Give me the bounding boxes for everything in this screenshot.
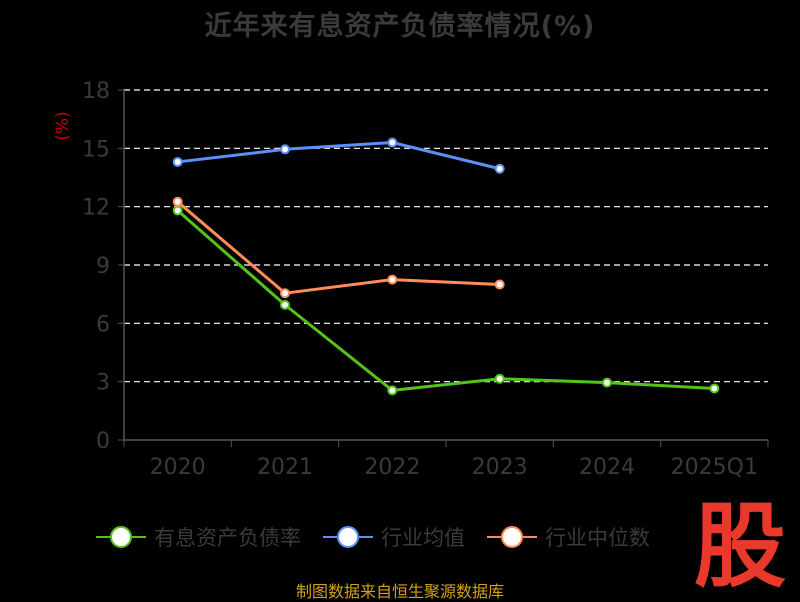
data-point[interactable] bbox=[172, 196, 183, 207]
series-line-2 bbox=[176, 200, 500, 295]
data-point[interactable] bbox=[387, 385, 398, 396]
y-tick-label: 6 bbox=[96, 312, 110, 337]
x-tick-label: 2021 bbox=[257, 455, 313, 480]
x-tick-label: 2022 bbox=[364, 455, 420, 480]
y-tick-label: 9 bbox=[96, 254, 110, 279]
y-axis-unit: (%) bbox=[53, 111, 73, 140]
y-tick-label: 0 bbox=[96, 429, 110, 454]
gridlines bbox=[124, 89, 768, 383]
legend-swatch bbox=[96, 525, 146, 549]
data-point[interactable] bbox=[494, 373, 505, 384]
y-tick-label: 18 bbox=[82, 79, 110, 104]
data-point[interactable] bbox=[172, 205, 183, 216]
legend-marker bbox=[337, 526, 359, 548]
series-layer bbox=[172, 137, 720, 396]
axes: 0 3 6 9 12 15 18 2020 2021 2022 2023 2024 2025Q1 bbox=[82, 79, 769, 480]
data-point[interactable] bbox=[280, 299, 290, 310]
legend-item[interactable]: 有息资产负债率 bbox=[96, 522, 301, 552]
series-line-0 bbox=[176, 209, 715, 392]
legend-swatch bbox=[323, 525, 373, 549]
legend-item[interactable]: 行业中位数 bbox=[487, 522, 650, 552]
stock-logo-icon: 股 bbox=[694, 496, 786, 592]
data-point[interactable] bbox=[494, 163, 505, 174]
data-point[interactable] bbox=[280, 288, 290, 299]
x-tick-label: 2023 bbox=[472, 455, 528, 480]
logo-glyph: 股 bbox=[694, 496, 786, 592]
y-tick-label: 15 bbox=[82, 137, 110, 162]
data-point[interactable] bbox=[387, 274, 398, 285]
legend-marker bbox=[501, 526, 523, 548]
data-point[interactable] bbox=[172, 156, 183, 167]
y-tick-label: 12 bbox=[82, 196, 110, 221]
legend-marker bbox=[110, 526, 132, 548]
legend-label: 行业均值 bbox=[381, 526, 465, 550]
data-point[interactable] bbox=[280, 144, 290, 155]
data-point[interactable] bbox=[387, 137, 398, 148]
legend-swatch bbox=[487, 525, 537, 549]
legend-item[interactable]: 行业均值 bbox=[323, 522, 465, 552]
data-point[interactable] bbox=[709, 383, 720, 394]
source-note: 制图数据来自恒生聚源数据库 bbox=[295, 582, 504, 601]
legend-label: 行业中位数 bbox=[545, 526, 650, 550]
x-tick-label: 2024 bbox=[579, 455, 635, 480]
x-tick-label: 2025Q1 bbox=[671, 455, 758, 480]
data-point[interactable] bbox=[602, 377, 612, 388]
chart-title: 近年来有息资产负债率情况(%) bbox=[204, 11, 596, 42]
data-point[interactable] bbox=[494, 279, 505, 290]
x-tick-label: 2020 bbox=[150, 455, 206, 480]
y-tick-label: 3 bbox=[96, 371, 110, 396]
series-line-1 bbox=[177, 141, 501, 171]
legend: 有息资产负债率 行业均值 行业中位数 bbox=[96, 520, 672, 554]
legend-label: 有息资产负债率 bbox=[154, 526, 301, 550]
